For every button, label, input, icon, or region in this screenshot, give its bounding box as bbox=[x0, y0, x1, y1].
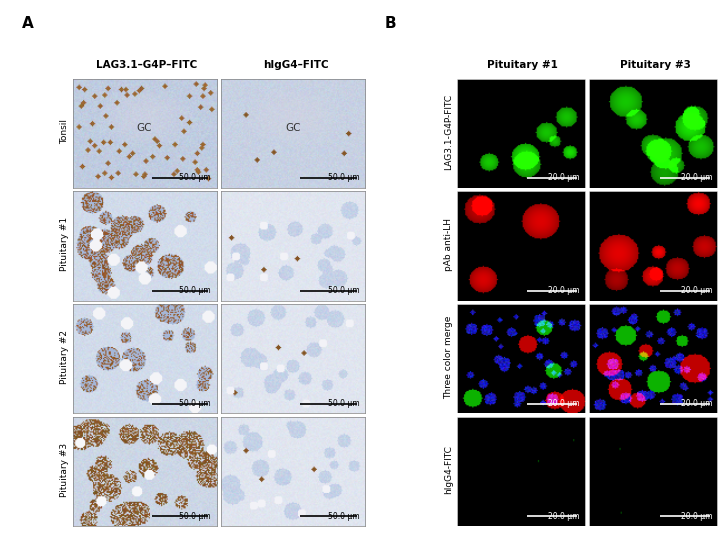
Text: A: A bbox=[22, 16, 33, 31]
Text: GC: GC bbox=[286, 123, 301, 133]
Text: 50.0 μm: 50.0 μm bbox=[179, 173, 211, 183]
Text: LAG3.1–G4P–FITC: LAG3.1–G4P–FITC bbox=[96, 60, 197, 70]
Text: 50.0 μm: 50.0 μm bbox=[179, 399, 211, 408]
Text: Pituitary #1: Pituitary #1 bbox=[60, 217, 69, 271]
Text: pAb anti-LH: pAb anti-LH bbox=[444, 218, 453, 271]
Text: LAG3.1-G4P-FITC: LAG3.1-G4P-FITC bbox=[444, 93, 453, 170]
Text: Pituitary #3: Pituitary #3 bbox=[620, 60, 691, 70]
Text: 20.0 μm: 20.0 μm bbox=[681, 512, 712, 521]
Text: 50.0 μm: 50.0 μm bbox=[328, 512, 360, 521]
Text: Pituitary #1: Pituitary #1 bbox=[487, 60, 558, 70]
Text: GC: GC bbox=[137, 123, 152, 133]
Text: 20.0 μm: 20.0 μm bbox=[548, 286, 580, 295]
Text: Pituitary #3: Pituitary #3 bbox=[60, 443, 69, 497]
Text: Pituitary #2: Pituitary #2 bbox=[60, 330, 69, 384]
Text: 20.0 μm: 20.0 μm bbox=[681, 399, 712, 408]
Text: 50.0 μm: 50.0 μm bbox=[328, 173, 360, 183]
Text: 20.0 μm: 20.0 μm bbox=[548, 173, 580, 183]
Text: Tonsil: Tonsil bbox=[60, 119, 69, 144]
Text: 50.0 μm: 50.0 μm bbox=[179, 512, 211, 521]
Text: 20.0 μm: 20.0 μm bbox=[548, 512, 580, 521]
Text: 20.0 μm: 20.0 μm bbox=[681, 173, 712, 183]
Text: 20.0 μm: 20.0 μm bbox=[548, 399, 580, 408]
Text: 50.0 μm: 50.0 μm bbox=[328, 286, 360, 295]
Text: 20.0 μm: 20.0 μm bbox=[681, 286, 712, 295]
Text: 50.0 μm: 50.0 μm bbox=[179, 286, 211, 295]
Text: hIgG4-FITC: hIgG4-FITC bbox=[444, 445, 453, 495]
Text: 50.0 μm: 50.0 μm bbox=[328, 399, 360, 408]
Text: Three color merge: Three color merge bbox=[444, 315, 453, 399]
Text: hIgG4–FITC: hIgG4–FITC bbox=[262, 60, 328, 70]
Text: B: B bbox=[384, 16, 396, 31]
